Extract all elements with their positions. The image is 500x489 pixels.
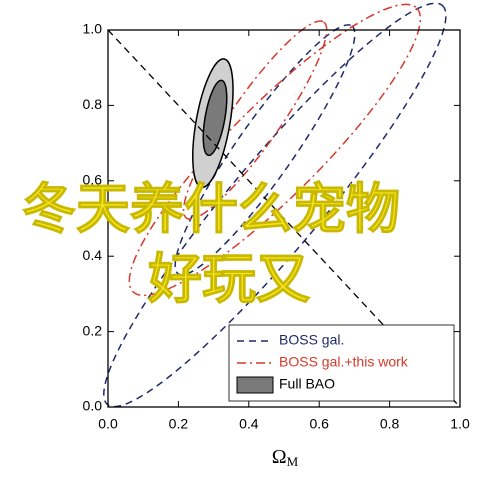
confidence-ellipse (128, 3, 422, 297)
overlay-text: 好玩又 (147, 248, 310, 311)
x-tick-label: 0.4 (239, 416, 259, 432)
y-tick-label: 0.2 (83, 322, 103, 338)
x-tick-label: 0.8 (380, 416, 400, 432)
legend-swatch (236, 376, 274, 394)
x-tick-label: 0.2 (169, 416, 189, 432)
x-label-sub: M (287, 454, 299, 469)
y-tick-label: 0.4 (83, 247, 103, 263)
plot-frame (107, 29, 461, 408)
legend-label: Full BAO (279, 376, 335, 392)
x-label-main: Ω (272, 446, 287, 468)
y-tick-label: 0.8 (83, 96, 103, 112)
overlay-text: 冬天养什么宠物 (22, 178, 400, 241)
x-axis-label: ΩM (272, 446, 299, 469)
confidence-ellipse (182, 20, 328, 220)
y-tick-label: 1.0 (83, 21, 103, 37)
confidence-ellipse (202, 79, 228, 157)
x-tick-label: 0.0 (98, 416, 118, 432)
legend-label: BOSS gal. (279, 332, 344, 348)
x-tick-label: 0.6 (309, 416, 329, 432)
y-tick-label: 0.0 (83, 398, 103, 414)
legend-label: BOSS gal.+this work (279, 354, 409, 370)
reference-line (107, 29, 461, 408)
confidence-ellipse (174, 24, 356, 276)
y-tick-label: 0.6 (83, 172, 103, 188)
x-tick-label: 1.0 (450, 416, 470, 432)
